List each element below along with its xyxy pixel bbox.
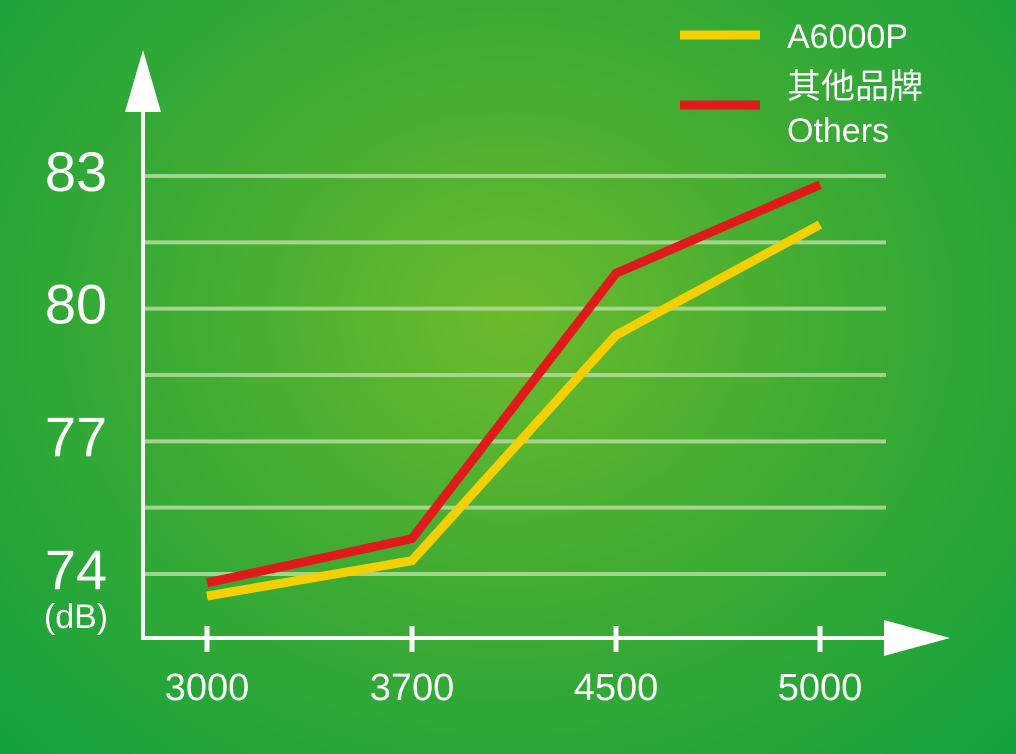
- y-tick-label: 80: [45, 272, 107, 335]
- legend-label-a6000p: A6000P: [787, 18, 908, 56]
- y-tick-label: 83: [45, 140, 107, 203]
- legend-label-others-en: Others: [787, 112, 889, 150]
- y-tick-label: 77: [45, 405, 107, 468]
- y-tick-label: 74: [45, 538, 107, 601]
- y-tick-labels: 74 77 80 83: [45, 140, 107, 601]
- x-tick-label: 3000: [165, 667, 250, 709]
- x-tick-label: 4500: [574, 667, 659, 709]
- x-axis-arrow-icon: [884, 620, 950, 656]
- legend-label-others-cn: 其他品牌: [787, 68, 923, 106]
- series-lines: [206, 180, 823, 601]
- x-tick-label: 5000: [778, 667, 863, 709]
- x-tick-label: 3700: [370, 667, 455, 709]
- x-ticks: 3000 3700 4500 5000: [165, 626, 863, 709]
- axes: [125, 50, 950, 656]
- legend: A6000P 其他品牌 Others: [680, 18, 923, 150]
- series-line-others: [206, 180, 822, 588]
- y-axis-arrow-icon: [125, 50, 161, 112]
- series-line-a6000p: [206, 220, 823, 601]
- grid-lines: [143, 174, 886, 576]
- y-unit-label: (dB): [44, 598, 108, 636]
